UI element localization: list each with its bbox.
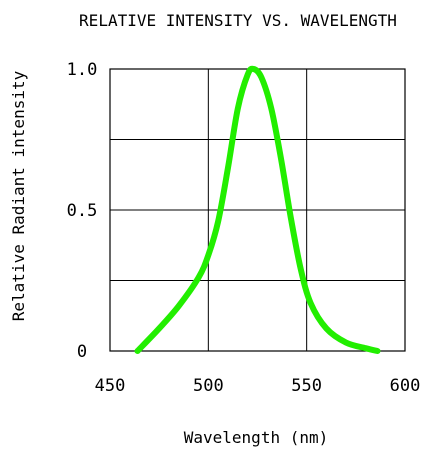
series-group <box>134 65 381 354</box>
y-tick-label: 1.0 <box>67 60 98 80</box>
x-tick-label: 450 <box>95 376 126 396</box>
x-tick-label: 550 <box>291 376 322 396</box>
y-tick-labels: 0 0.5 1.0 <box>67 60 98 362</box>
grid <box>109 68 406 352</box>
chart-title: RELATIVE INTENSITY VS. WAVELENGTH <box>79 11 397 30</box>
x-tick-label: 500 <box>193 376 224 396</box>
x-axis-label: Wavelength (nm) <box>184 428 329 447</box>
x-tick-label: 600 <box>390 376 421 396</box>
y-tick-label: 0.5 <box>67 201 98 221</box>
x-tick-labels: 450 500 550 600 <box>95 376 421 396</box>
series-line <box>134 65 381 354</box>
y-tick-label: 0 <box>77 342 87 362</box>
y-axis-label: Relative Radiant intensity <box>9 70 28 321</box>
